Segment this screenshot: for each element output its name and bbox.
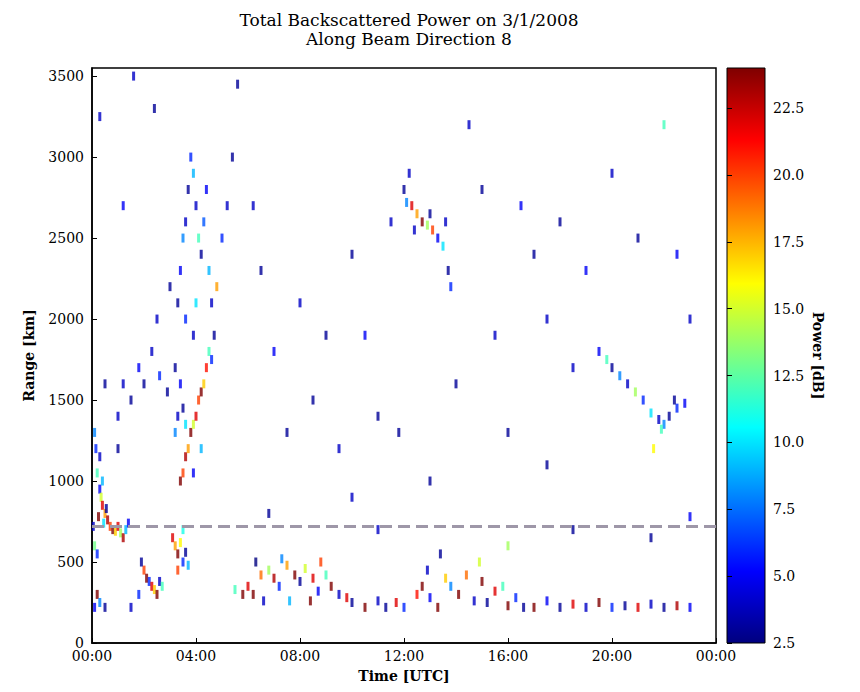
svg-text:3500: 3500 (48, 68, 84, 84)
svg-text:Total Backscattered Power on 3: Total Backscattered Power on 3/1/2008 (239, 10, 578, 30)
svg-text:20:00: 20:00 (592, 648, 632, 664)
svg-text:1500: 1500 (48, 392, 84, 408)
svg-text:16:00: 16:00 (488, 648, 528, 664)
svg-text:04:00: 04:00 (176, 648, 216, 664)
svg-text:Time [UTC]: Time [UTC] (358, 668, 449, 684)
svg-text:00:00: 00:00 (696, 648, 736, 664)
svg-text:12.5: 12.5 (773, 368, 804, 384)
svg-text:0: 0 (75, 635, 84, 651)
svg-text:1000: 1000 (48, 473, 84, 489)
svg-text:2500: 2500 (48, 230, 84, 246)
svg-text:Along Beam Direction 8: Along Beam Direction 8 (305, 29, 512, 49)
svg-text:5.0: 5.0 (773, 568, 795, 584)
svg-text:2000: 2000 (48, 311, 84, 327)
svg-text:00:00: 00:00 (72, 648, 112, 664)
svg-text:500: 500 (57, 554, 84, 570)
svg-text:12:00: 12:00 (384, 648, 424, 664)
svg-text:10.0: 10.0 (773, 434, 804, 450)
svg-text:Range [km]: Range [km] (21, 309, 37, 402)
svg-text:Power [dB]: Power [dB] (810, 312, 826, 400)
svg-text:15.0: 15.0 (773, 301, 804, 317)
svg-text:17.5: 17.5 (773, 234, 804, 250)
svg-text:20.0: 20.0 (773, 167, 804, 183)
svg-text:08:00: 08:00 (280, 648, 320, 664)
svg-text:2.5: 2.5 (773, 635, 795, 651)
svg-text:7.5: 7.5 (773, 501, 795, 517)
svg-text:3000: 3000 (48, 149, 84, 165)
svg-text:22.5: 22.5 (773, 100, 804, 116)
